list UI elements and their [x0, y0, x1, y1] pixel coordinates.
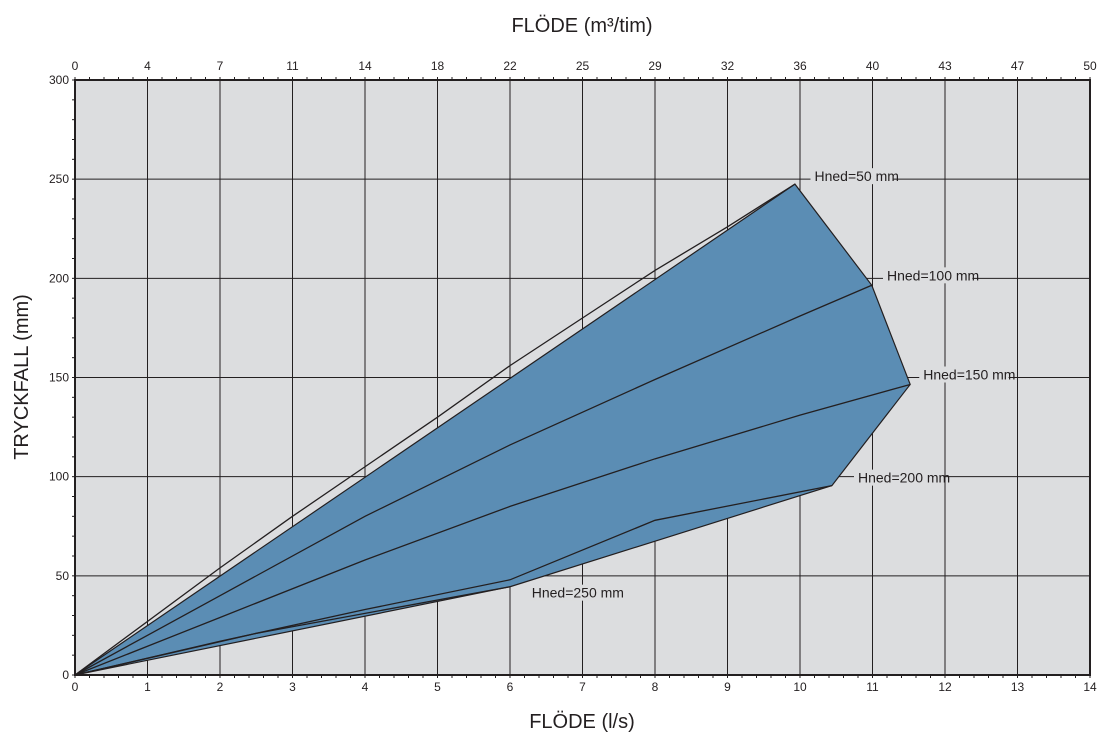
x2-tick-label: 40 [866, 59, 880, 73]
series-label-bg [883, 267, 973, 284]
y-tick-label: 150 [49, 371, 69, 385]
y-tick-label: 250 [49, 172, 69, 186]
y-tick-label: 200 [49, 271, 69, 285]
x-tick-label: 5 [434, 680, 441, 694]
x-tick-label: 6 [507, 680, 514, 694]
y-tick-label: 100 [49, 470, 69, 484]
x2-tick-label: 43 [938, 59, 952, 73]
y-axis-ticks: 0 50 100 150 200 250 300 [49, 73, 75, 682]
x-tick-label: 3 [289, 680, 296, 694]
x-tick-label: 14 [1083, 680, 1097, 694]
x2-tick-label: 4 [144, 59, 151, 73]
x2-tick-label: 18 [431, 59, 445, 73]
x-tick-label: 7 [579, 680, 586, 694]
top-axis-ticks: 0 4 7 11 14 18 22 25 29 32 36 40 43 47 50 [72, 59, 1097, 80]
curves [74, 183, 911, 676]
x-tick-label: 11 [866, 680, 879, 694]
x2-tick-label: 50 [1083, 59, 1097, 73]
series-label-bg [810, 168, 893, 185]
series-line [74, 284, 873, 676]
x-axis-title: FLÖDE (l/s) [529, 711, 635, 733]
series-label-bg [919, 366, 1009, 383]
y-tick-label: 300 [49, 73, 69, 87]
x-tick-label: 12 [938, 680, 952, 694]
x-tick-label: 1 [144, 680, 151, 694]
series-label-bg [854, 469, 944, 486]
x2-tick-label: 11 [286, 59, 299, 73]
x-tick-label: 13 [1011, 680, 1025, 694]
x-axis-ticks: 0 1 2 3 4 5 6 7 8 9 10 11 12 13 14 [72, 675, 1097, 694]
y-axis-title: TRYCKFALL (mm) [11, 294, 33, 460]
x2-tick-label: 22 [503, 59, 517, 73]
x-tick-label: 2 [217, 680, 224, 694]
series-label: Hned=100 mm [887, 267, 979, 283]
series-label: Hned=50 mm [815, 168, 899, 184]
y-tick-label: 50 [56, 569, 70, 583]
x-tick-label: 4 [362, 680, 369, 694]
series-label: Hned=150 mm [923, 367, 1015, 383]
x-tick-label: 8 [652, 680, 659, 694]
x-tick-label: 0 [72, 680, 79, 694]
x-tick-label: 9 [724, 680, 731, 694]
series-line [74, 586, 511, 676]
series-label: Hned=250 mm [532, 585, 624, 601]
series-line [74, 383, 911, 676]
curve-labels: Hned=50 mm Hned=100 mm Hned=150 mm Hned=200… [527, 168, 1015, 601]
x2-tick-label: 14 [358, 59, 372, 73]
x-tick-label: 10 [793, 680, 807, 694]
x2-tick-label: 47 [1011, 59, 1025, 73]
x2-tick-label: 7 [217, 59, 224, 73]
x2-tick-label: 0 [72, 59, 79, 73]
x2-tick-label: 32 [721, 59, 735, 73]
series-label: Hned=200 mm [858, 470, 950, 486]
series-line [74, 183, 796, 676]
x2-tick-label: 29 [648, 59, 662, 73]
series-label-bg [527, 584, 618, 601]
x2-tick-label: 25 [576, 59, 590, 73]
top-axis-title: FLÖDE (m³/tim) [511, 15, 652, 37]
y-tick-label: 0 [62, 668, 69, 682]
x2-tick-label: 36 [793, 59, 807, 73]
